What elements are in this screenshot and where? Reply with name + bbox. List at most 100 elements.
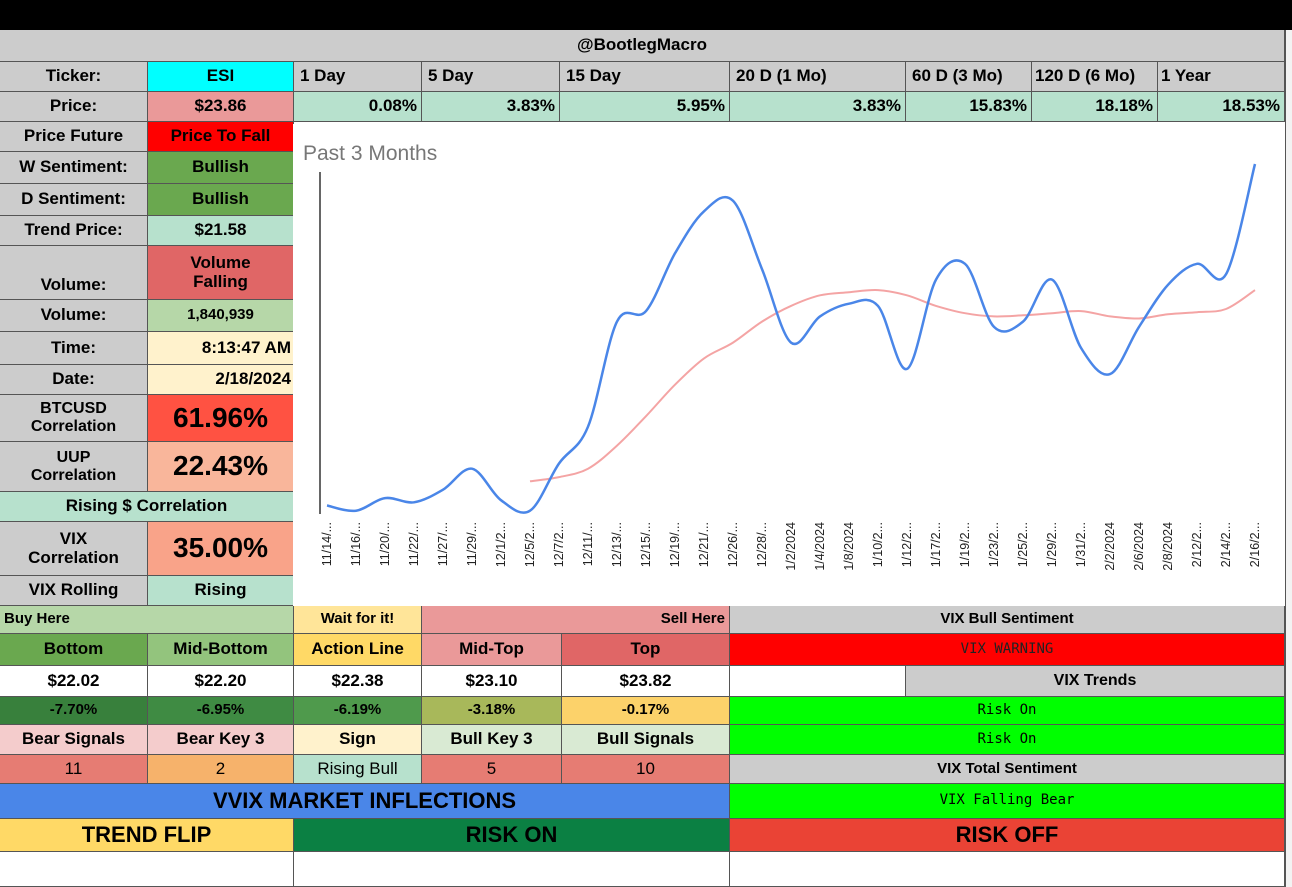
period-20-day: 20 D (1 Mo): [730, 62, 906, 92]
signal-value-bear-key-3: 2: [148, 755, 294, 784]
level-header-bottom: Bottom: [0, 634, 148, 666]
rising-correlation-label: Rising $ Correlation: [0, 492, 294, 522]
buy-here-label: Buy Here: [0, 606, 294, 634]
return-1-year: 18.53%: [1158, 92, 1285, 122]
price-future-label: Price Future: [0, 122, 148, 152]
vix-trends-blank: [730, 666, 906, 697]
signal-value-bull-signals: 10: [562, 755, 730, 784]
return-1-day: 0.08%: [294, 92, 422, 122]
signal-header-bull-key-3: Bull Key 3: [422, 725, 562, 755]
period-5-day: 5 Day: [422, 62, 560, 92]
wait-label: Wait for it!: [294, 606, 422, 634]
return-60-day: 15.83%: [906, 92, 1032, 122]
level-pct-mid-bottom: -6.95%: [148, 697, 294, 725]
x-tick-label: 1/23/2...: [987, 522, 1001, 567]
period-15-day: 15 Day: [560, 62, 730, 92]
x-tick-label: 11/22/...: [407, 522, 421, 566]
vix-rolling-value: Rising: [148, 576, 294, 606]
level-header-mid-top: Mid-Top: [422, 634, 562, 666]
level-pct-action-line: -6.19%: [294, 697, 422, 725]
signal-header-bear-key-3: Bear Key 3: [148, 725, 294, 755]
x-tick-label: 12/26/...: [726, 522, 740, 567]
volume-status-value: Volume Falling: [148, 246, 294, 300]
level-price-action-line: $22.38: [294, 666, 422, 697]
x-tick-label: 2/14/2...: [1219, 522, 1233, 567]
price-label: Price:: [0, 92, 148, 122]
x-tick-label: 1/2/2024: [784, 522, 798, 571]
w-sentiment-value: Bullish: [148, 152, 294, 184]
ticker-value[interactable]: ESI: [148, 62, 294, 92]
x-tick-label: 12/21/...: [697, 522, 711, 567]
price-chart: Past 3 Months 11/14/... 11/16/... 11/20/...…: [293, 124, 1283, 606]
x-tick-label: 1/29/2...: [1045, 522, 1059, 567]
x-tick-label: 2/8/2024: [1161, 522, 1175, 571]
vix-rolling-label: VIX Rolling: [0, 576, 148, 606]
chart-svg: Past 3 Months 11/14/... 11/16/... 11/20/...…: [303, 142, 1262, 571]
signal-value-sign: Rising Bull: [294, 755, 422, 784]
ticker-label: Ticker:: [0, 62, 148, 92]
return-5-day: 3.83%: [422, 92, 560, 122]
level-header-top: Top: [562, 634, 730, 666]
x-tick-label: 11/14/...: [320, 522, 334, 566]
x-tick-label: 1/4/2024: [813, 522, 827, 571]
d-sentiment-value: Bullish: [148, 184, 294, 216]
series-line-average: [529, 289, 1256, 483]
volume-label: Volume:: [0, 300, 148, 332]
x-tick-label: 12/7/2...: [552, 522, 566, 567]
vix-correlation-label: VIX Correlation: [0, 522, 148, 576]
vix-trend-1: Risk On: [730, 697, 1285, 725]
x-tick-label: 1/25/2...: [1016, 522, 1030, 567]
price-value: $23.86: [148, 92, 294, 122]
x-tick-label: 2/12/2...: [1190, 522, 1204, 567]
x-tick-label: 11/16/...: [349, 522, 363, 566]
right-edge-column: [1285, 30, 1292, 887]
volume-value: 1,840,939: [148, 300, 294, 332]
period-60-day: 60 D (3 Mo): [906, 62, 1032, 92]
x-tick-label: 1/12/2...: [900, 522, 914, 567]
x-tick-label: 11/27/...: [436, 522, 450, 566]
vix-correlation-value: 35.00%: [148, 522, 294, 576]
vix-trend-2: Risk On: [730, 725, 1285, 755]
x-tick-label: 1/8/2024: [842, 522, 856, 571]
x-tick-label: 12/13/...: [610, 522, 624, 567]
level-pct-mid-top: -3.18%: [422, 697, 562, 725]
price-future-value: Price To Fall: [148, 122, 294, 152]
time-value: 8:13:47 AM: [148, 332, 294, 365]
vix-warning: VIX WARNING: [730, 634, 1285, 666]
btc-correlation-value: 61.96%: [148, 395, 294, 442]
trend-flip-cell: [0, 852, 294, 887]
sell-here-label: Sell Here: [422, 606, 730, 634]
x-tick-label: 12/19/...: [668, 522, 682, 567]
risk-on-label: RISK ON: [294, 819, 730, 852]
period-1-day: 1 Day: [294, 62, 422, 92]
signal-header-bull-signals: Bull Signals: [562, 725, 730, 755]
x-tick-label: 11/20/...: [378, 522, 392, 566]
risk-off-label: RISK OFF: [730, 819, 1285, 852]
return-15-day: 5.95%: [560, 92, 730, 122]
risk-on-cell: [294, 852, 730, 887]
x-tick-label: 1/10/2...: [871, 522, 885, 567]
volume-status-label: Volume:: [0, 246, 148, 300]
level-header-mid-bottom: Mid-Bottom: [148, 634, 294, 666]
date-label: Date:: [0, 365, 148, 395]
vix-total-sentiment-value: VIX Falling Bear: [730, 784, 1285, 819]
uup-correlation-value: 22.43%: [148, 442, 294, 492]
d-sentiment-label: D Sentiment:: [0, 184, 148, 216]
x-tick-label: 12/11/...: [581, 522, 595, 566]
vix-bull-sentiment-label: VIX Bull Sentiment: [730, 606, 1285, 634]
x-tick-label: 1/31/2...: [1074, 522, 1088, 567]
w-sentiment-label: W Sentiment:: [0, 152, 148, 184]
period-1-year: 1 Year: [1158, 62, 1285, 92]
uup-correlation-label: UUP Correlation: [0, 442, 148, 492]
level-price-bottom: $22.02: [0, 666, 148, 697]
sheet-header-title: @BootlegMacro: [0, 30, 1285, 62]
x-tick-label: 2/6/2024: [1132, 522, 1146, 571]
x-tick-label: 11/29/...: [465, 522, 479, 566]
time-label: Time:: [0, 332, 148, 365]
level-price-mid-top: $23.10: [422, 666, 562, 697]
x-tick-label: 1/17/2...: [929, 522, 943, 567]
trend-price-value: $21.58: [148, 216, 294, 246]
return-20-day: 3.83%: [730, 92, 906, 122]
period-120-day: 120 D (6 Mo): [1032, 62, 1158, 92]
btc-correlation-label: BTCUSD Correlation: [0, 395, 148, 442]
